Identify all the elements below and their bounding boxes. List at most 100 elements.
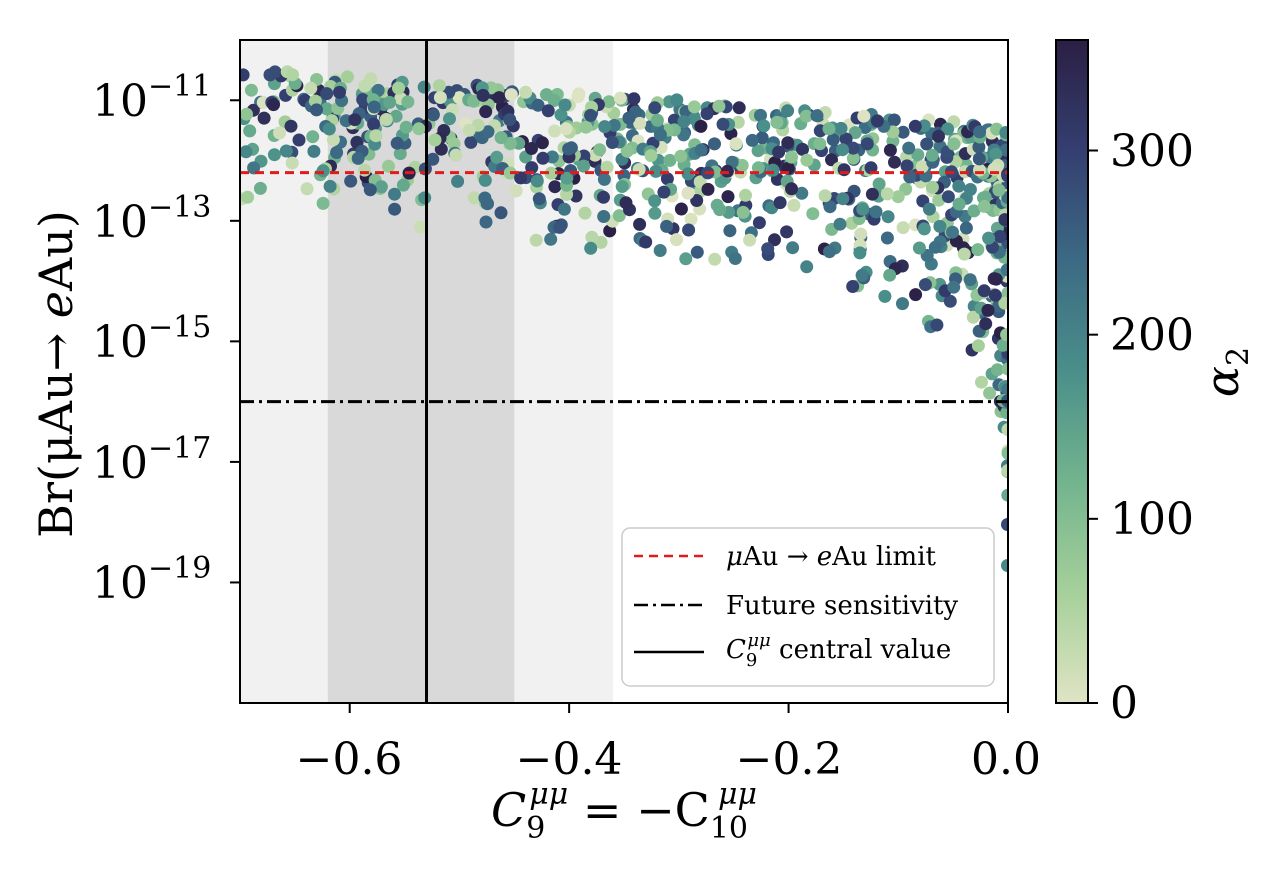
scatter-point <box>694 143 708 157</box>
scatter-point <box>326 133 340 147</box>
colorbar-gradient <box>1056 40 1088 703</box>
scatter-point <box>823 245 836 259</box>
scatter-point <box>1001 446 1008 460</box>
scatter-point <box>267 98 280 112</box>
scatter-point <box>971 339 985 353</box>
scatter-point <box>284 119 298 133</box>
scatter-point <box>813 137 827 151</box>
scatter-point <box>998 213 1008 227</box>
scatter-point <box>972 152 986 166</box>
scatter-point <box>930 318 944 332</box>
scatter-point <box>525 161 539 175</box>
scatter-point <box>963 273 977 287</box>
scatter-point <box>679 252 693 266</box>
scatter-point <box>392 81 405 95</box>
scatter-point <box>383 95 397 109</box>
scatter-point <box>896 221 910 235</box>
scatter-point <box>785 150 798 164</box>
scatter-point <box>285 156 299 170</box>
scatter-point <box>1001 286 1008 300</box>
scatter-point <box>341 70 354 84</box>
scatter-point <box>670 233 683 247</box>
scatter-point <box>846 151 860 165</box>
scatter-point <box>644 149 658 163</box>
scatter-point <box>785 182 798 196</box>
scatter-point <box>887 113 901 127</box>
scatter-point <box>535 136 549 150</box>
y-tick-label: 10−19 <box>92 551 211 609</box>
scatter-point <box>772 145 786 159</box>
scatter-point <box>286 68 299 82</box>
scatter-point <box>860 137 874 151</box>
scatter-point <box>379 113 393 126</box>
scatter-point <box>800 260 814 274</box>
scatter-point <box>977 199 991 213</box>
scatter-point <box>822 122 836 136</box>
scatter-point <box>633 116 647 130</box>
scatter-point <box>244 83 258 97</box>
scatter-point <box>743 233 757 247</box>
colorbar-label: α2 <box>1195 347 1256 397</box>
scatter-point <box>432 79 446 93</box>
scatter-point <box>674 202 688 216</box>
scatter-point <box>990 363 1004 377</box>
scatter-point <box>909 288 923 302</box>
scatter-point <box>989 272 1003 286</box>
scatter-point <box>418 191 432 205</box>
scatter-point <box>721 190 735 204</box>
scatter-point <box>761 242 775 256</box>
scatter-point <box>434 142 448 156</box>
scatter-point <box>322 122 336 136</box>
scatter-point <box>687 100 701 114</box>
scatter-point <box>492 91 506 105</box>
scatter-point <box>268 65 282 79</box>
scatter-point <box>766 163 780 177</box>
scatter-point <box>310 103 323 117</box>
scatter-point <box>382 159 395 173</box>
scatter-point <box>823 200 837 214</box>
scatter-point <box>947 280 961 294</box>
scatter-point <box>941 122 955 136</box>
scatter-point <box>333 85 346 99</box>
scatter-point <box>307 144 321 158</box>
scatter-point <box>257 111 271 125</box>
scatter-point <box>389 109 403 123</box>
scatter-point <box>531 98 545 112</box>
scatter-point <box>848 126 862 140</box>
scatter-point <box>267 148 281 162</box>
scatter-point <box>388 187 401 201</box>
x-tick-label: −0.2 <box>736 734 843 785</box>
scatter-point <box>912 241 926 255</box>
scatter-point <box>467 94 480 108</box>
scatter-point <box>857 109 871 123</box>
scatter-point <box>713 203 727 217</box>
scatter-point <box>853 246 867 260</box>
scatter-point <box>554 108 568 122</box>
scatter-point <box>597 190 610 204</box>
scatter-point <box>825 153 838 167</box>
scatter-point <box>292 133 306 147</box>
scatter-point <box>966 310 980 324</box>
scatter-point <box>540 88 553 102</box>
scatter-point <box>694 119 708 133</box>
colorbar-tick-label: 300 <box>1110 126 1194 177</box>
scatter-point <box>363 183 377 197</box>
scatter-point <box>992 183 1006 197</box>
scatter-point <box>396 178 410 192</box>
scatter-point <box>739 188 752 202</box>
scatter-point <box>597 172 611 186</box>
scatter-point <box>810 109 824 123</box>
scatter-point <box>433 91 447 104</box>
scatter-point <box>888 155 901 169</box>
scatter-point <box>736 205 750 219</box>
scatter-point <box>896 125 910 139</box>
scatter-point <box>578 206 592 220</box>
scatter-point <box>998 296 1008 310</box>
scatter-point <box>837 163 851 177</box>
scatter-point <box>900 159 914 173</box>
scatter-point <box>870 114 884 128</box>
scatter-point <box>989 147 1003 161</box>
scatter-point <box>988 288 1002 302</box>
scatter-point <box>957 247 971 261</box>
scatter-point <box>902 141 916 155</box>
